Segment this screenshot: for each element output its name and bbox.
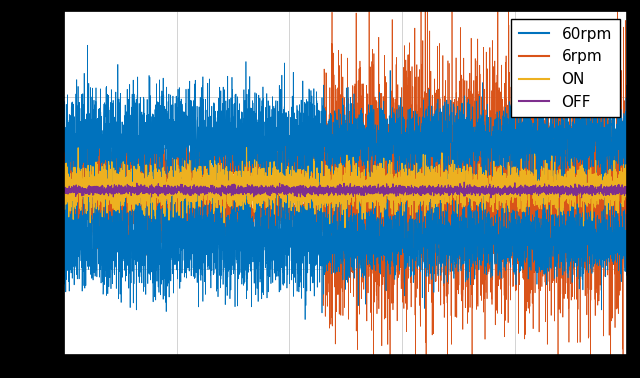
Legend: 60rpm, 6rpm, ON, OFF: 60rpm, 6rpm, ON, OFF: [511, 19, 620, 117]
